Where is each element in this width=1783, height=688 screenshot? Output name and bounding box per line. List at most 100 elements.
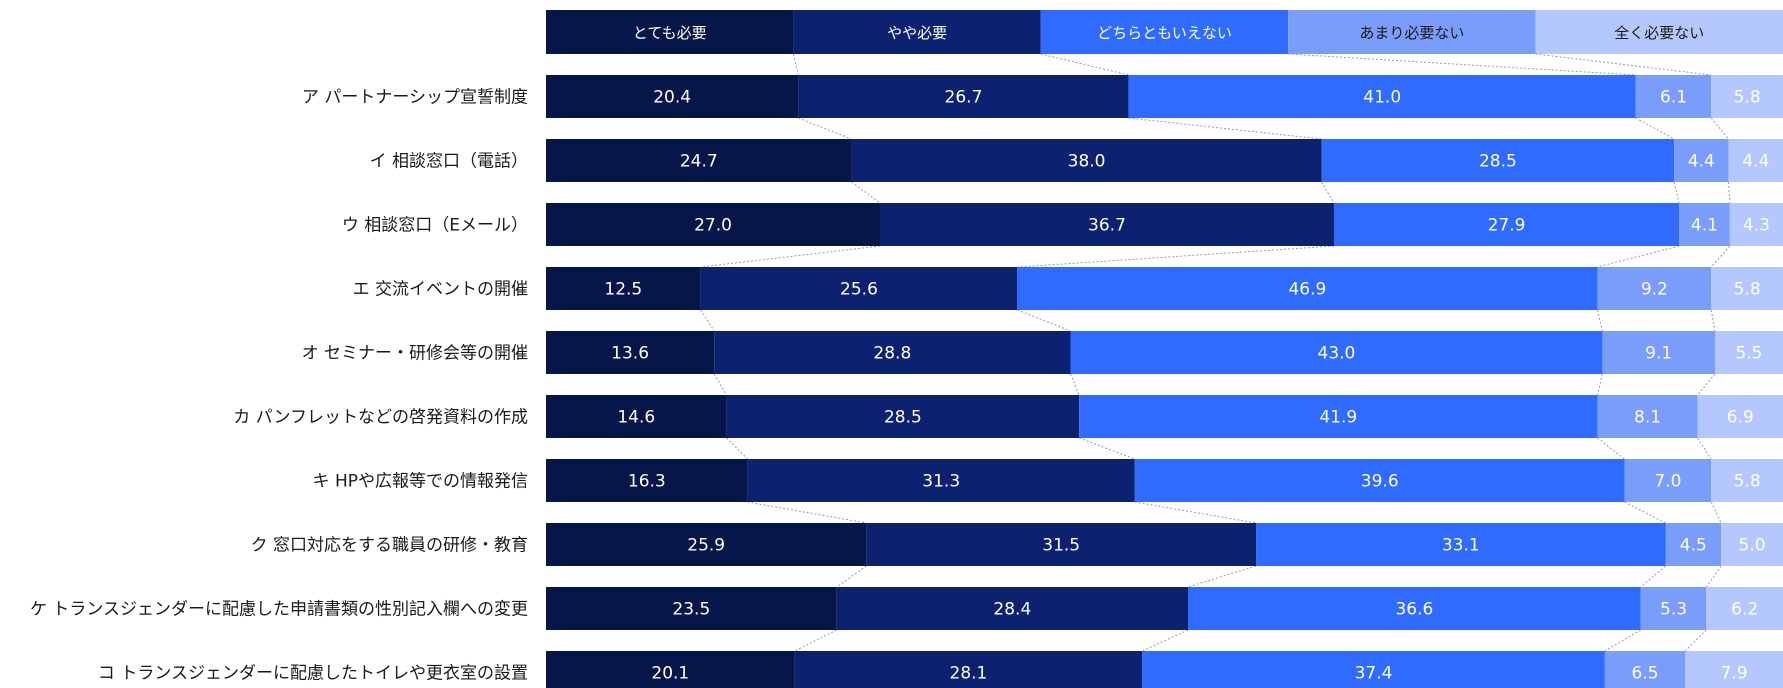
data-label: 41.9 — [1319, 408, 1357, 428]
data-label: 5.0 — [1739, 536, 1766, 556]
connector-line — [1070, 373, 1080, 396]
category-label: ウ 相談窓口（Eメール） — [342, 216, 528, 236]
legend-label: 全く必要ない — [1614, 24, 1704, 42]
bar-segment — [1070, 331, 1603, 374]
data-label: 6.1 — [1660, 88, 1687, 108]
data-label: 43.0 — [1318, 344, 1356, 364]
connector-line — [1134, 501, 1257, 524]
bar-segment — [546, 395, 727, 438]
category-label: ア パートナーシップ宣誓制度 — [302, 88, 528, 108]
bar-segment — [1142, 651, 1605, 688]
connector-line — [798, 117, 852, 140]
connector-line — [713, 373, 728, 396]
connector-line — [1596, 309, 1603, 332]
data-label: 14.6 — [617, 408, 655, 428]
bar-segment — [1128, 75, 1636, 118]
connector-line — [1710, 245, 1731, 268]
data-label: 6.9 — [1727, 408, 1754, 428]
data-label: 28.4 — [993, 600, 1031, 620]
data-label: 28.8 — [873, 344, 911, 364]
bar-segment — [1604, 651, 1686, 688]
data-label: 9.1 — [1645, 344, 1672, 364]
bar-segment — [1714, 331, 1783, 374]
connector-line — [1597, 245, 1680, 268]
data-label: 8.1 — [1634, 408, 1661, 428]
bar-segment — [546, 75, 799, 118]
legend: とても必要 やや必要 どちらともいえない あまり必要ない 全く必要ない — [546, 10, 1783, 54]
data-label: 5.8 — [1734, 472, 1761, 492]
bar-segment — [1711, 267, 1783, 310]
connector-line — [1017, 245, 1335, 268]
data-label: 27.9 — [1488, 216, 1526, 236]
connector-line — [794, 629, 837, 652]
connector-line — [1535, 53, 1712, 76]
data-label: 46.9 — [1288, 280, 1326, 300]
category-label: ケ トランスジェンダーに配慮した申請書類の性別記入欄への変更 — [30, 600, 528, 620]
connector-line — [1640, 565, 1666, 588]
legend-swatch — [1040, 10, 1289, 54]
bar-segment — [546, 331, 715, 374]
data-label: 5.3 — [1660, 600, 1687, 620]
category-label: イ 相談窓口（電話） — [370, 152, 528, 172]
connector-line — [1128, 117, 1322, 140]
data-label: 12.5 — [604, 280, 642, 300]
connector-lines — [700, 53, 1731, 652]
bar-segment — [1256, 523, 1666, 566]
bar-segment — [1674, 139, 1729, 182]
connector-line — [1017, 309, 1071, 332]
data-label: 4.1 — [1691, 216, 1718, 236]
data-label: 24.7 — [680, 152, 718, 172]
data-label: 7.0 — [1654, 472, 1681, 492]
connector-line — [700, 245, 881, 268]
legend-swatch — [1535, 10, 1783, 54]
bar-segment — [1635, 75, 1712, 118]
connector-line — [1596, 373, 1603, 396]
connector-line — [1604, 629, 1641, 652]
data-label: 36.7 — [1088, 216, 1126, 236]
data-label: 4.3 — [1743, 216, 1770, 236]
data-label: 25.9 — [687, 536, 725, 556]
connector-line — [836, 565, 867, 588]
bar-segment — [714, 331, 1071, 374]
data-label: 25.6 — [840, 280, 878, 300]
category-label: カ パンフレットなどの啓発資料の作成 — [233, 408, 528, 428]
category-label: エ 交流イベントの開催 — [353, 280, 528, 300]
connector-line — [747, 501, 867, 524]
connector-line — [1710, 501, 1722, 524]
bar-segment — [1711, 459, 1783, 502]
connector-line — [1142, 629, 1189, 652]
bar-segment — [1729, 203, 1783, 246]
bar-segment — [1706, 587, 1783, 630]
bar-segment — [1321, 139, 1675, 182]
bar-segment — [866, 523, 1257, 566]
legend-label: あまり必要ない — [1359, 24, 1464, 42]
bar-segment — [1597, 395, 1698, 438]
data-label: 23.5 — [672, 600, 710, 620]
connector-line — [1684, 629, 1707, 652]
bar-segment — [1079, 395, 1598, 438]
connector-line — [1710, 117, 1729, 140]
connector-line — [1710, 309, 1716, 332]
bar-segment — [1685, 651, 1783, 688]
connector-line — [1624, 501, 1666, 524]
bar-segment — [1640, 587, 1707, 630]
data-label: 7.9 — [1721, 664, 1748, 684]
connector-line — [1597, 437, 1625, 460]
bar-segment — [747, 459, 1135, 502]
data-label: 41.0 — [1363, 88, 1401, 108]
bar-segment — [546, 203, 880, 246]
bar-segment — [546, 267, 701, 310]
connector-line — [851, 181, 881, 204]
plot-area: 20.4 26.7 41.0 6.1 5.8 24.7 38.0 28.5 4.4 4.4 27.0… — [546, 75, 1783, 688]
bar-segment — [851, 139, 1322, 182]
connector-line — [726, 437, 748, 460]
bar-segment — [546, 139, 852, 182]
bar-segment — [700, 267, 1018, 310]
bar-segment — [836, 587, 1189, 630]
bar-segment — [1711, 75, 1783, 118]
bar-segment — [1134, 459, 1625, 502]
bar-segment — [1333, 203, 1680, 246]
bar-segment — [1728, 139, 1783, 182]
bar-segment — [1602, 331, 1715, 374]
bar-segment — [546, 459, 748, 502]
